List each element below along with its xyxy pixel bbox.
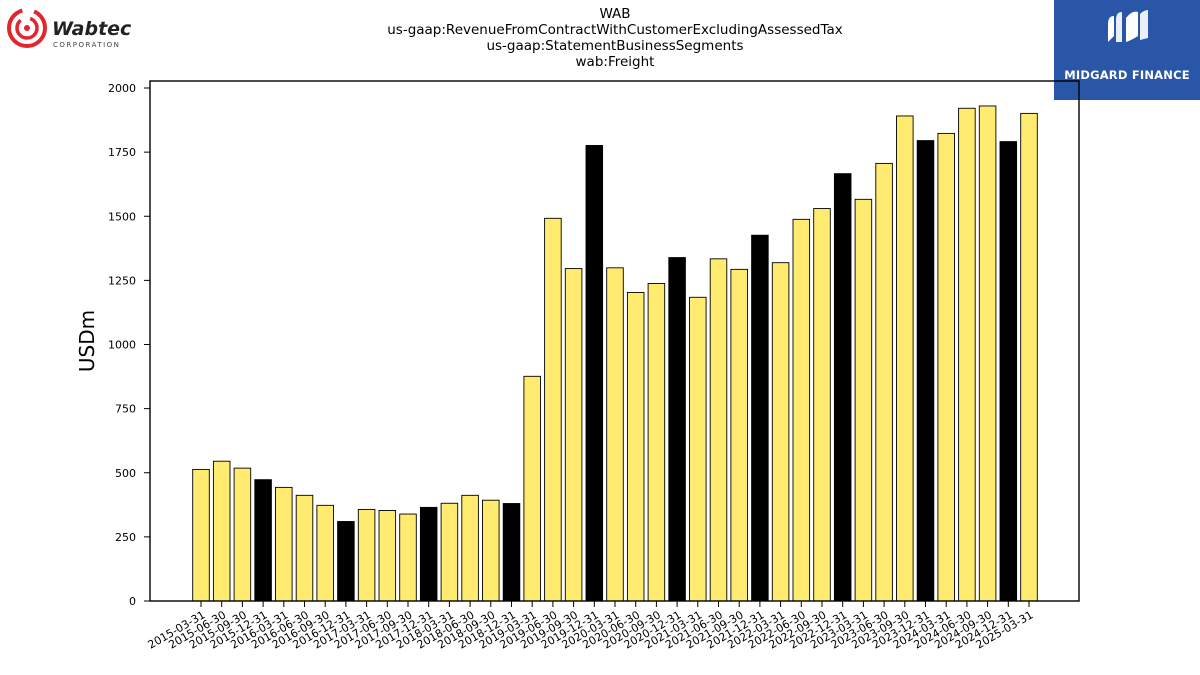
bar-2020-03-31 [606,267,624,602]
bar-2018-12-31 [502,503,521,602]
bar-2024-03-31 [937,132,955,602]
bar-2024-12-31 [999,141,1018,602]
y-tick-label-0: 0 [129,595,136,608]
chart-title-concept: us-gaap:RevenueFromContractWithCustomerE… [387,22,843,38]
bar-2018-09-30 [482,499,500,602]
y-axis: 0 250 500 750 1000 1250 1500 1750 2000 [108,82,150,608]
bar-group [192,105,1038,602]
bar-2015-09-30 [233,467,252,602]
bar-2021-03-31 [689,296,707,602]
bar-2017-03-31 [357,508,376,602]
y-axis-label: USDm [75,310,99,372]
bar-2019-03-31 [523,375,541,602]
bar-2023-09-30 [896,115,914,602]
bar-2017-12-31 [419,506,438,602]
wabtec-logo-name: Wabtec [52,18,132,40]
bar-2016-06-30 [295,494,314,602]
midgard-m-icon [1108,10,1148,42]
y-tick-label-1750: 1750 [108,146,136,159]
y-tick-label-750: 750 [115,403,136,416]
bar-2022-03-31 [771,262,790,602]
bar-2015-06-30 [212,460,231,602]
y-tick-label-1000: 1000 [108,339,136,352]
bar-2024-06-30 [958,107,976,602]
bar-2017-09-30 [399,513,417,602]
bar-2016-09-30 [316,504,334,602]
bar-2020-12-31 [668,257,686,602]
bar-2022-09-30 [813,208,831,602]
bar-2023-03-31 [854,198,873,602]
chart-title-block: WAB us-gaap:RevenueFromContractWithCusto… [290,6,940,70]
x-axis: 2015-03-312015-06-302015-09-302015-12-31… [146,601,1036,652]
bar-2015-12-31 [254,479,272,602]
bar-2018-06-30 [461,494,479,602]
bar-2019-09-30 [564,268,583,602]
bar-2015-03-31 [192,468,210,602]
bar-2019-06-30 [544,217,562,602]
y-tick-label-1250: 1250 [108,274,136,287]
y-tick-label-2000: 2000 [108,82,136,95]
bar-2024-09-30 [978,105,997,602]
wabtec-logo-subtitle: CORPORATION [53,41,120,49]
bar-2022-06-30 [792,218,811,602]
y-tick-label-500: 500 [115,467,136,480]
wabtec-logo: Wabtec CORPORATION [6,6,146,52]
bar-2018-03-31 [440,502,459,602]
wabtec-swirl-icon: Wabtec CORPORATION [7,8,132,49]
chart-title-member: wab:Freight [575,54,655,70]
bar-2020-06-30 [626,291,645,602]
bar-2021-06-30 [709,258,728,602]
bar-2025-03-31 [1020,112,1038,602]
plot-frame [149,80,1080,602]
bar-2023-06-30 [875,162,893,602]
bar-2022-12-31 [833,173,852,602]
bar-2016-03-31 [275,486,293,602]
chart-title-axis: us-gaap:StatementBusinessSegments [486,38,744,54]
bar-2021-09-30 [730,268,748,602]
y-tick-label-1500: 1500 [108,210,136,223]
bar-2020-09-30 [647,283,666,602]
bar-2017-06-30 [378,510,397,602]
bar-2021-12-31 [751,234,769,602]
midgard-logo-text: MIDGARD FINANCE [1064,68,1190,82]
y-tick-label-250: 250 [115,531,136,544]
bar-2023-12-31 [916,140,935,602]
bar-2019-12-31 [585,145,604,602]
bar-2016-12-31 [337,521,355,602]
chart-title-ticker: WAB [599,6,631,22]
